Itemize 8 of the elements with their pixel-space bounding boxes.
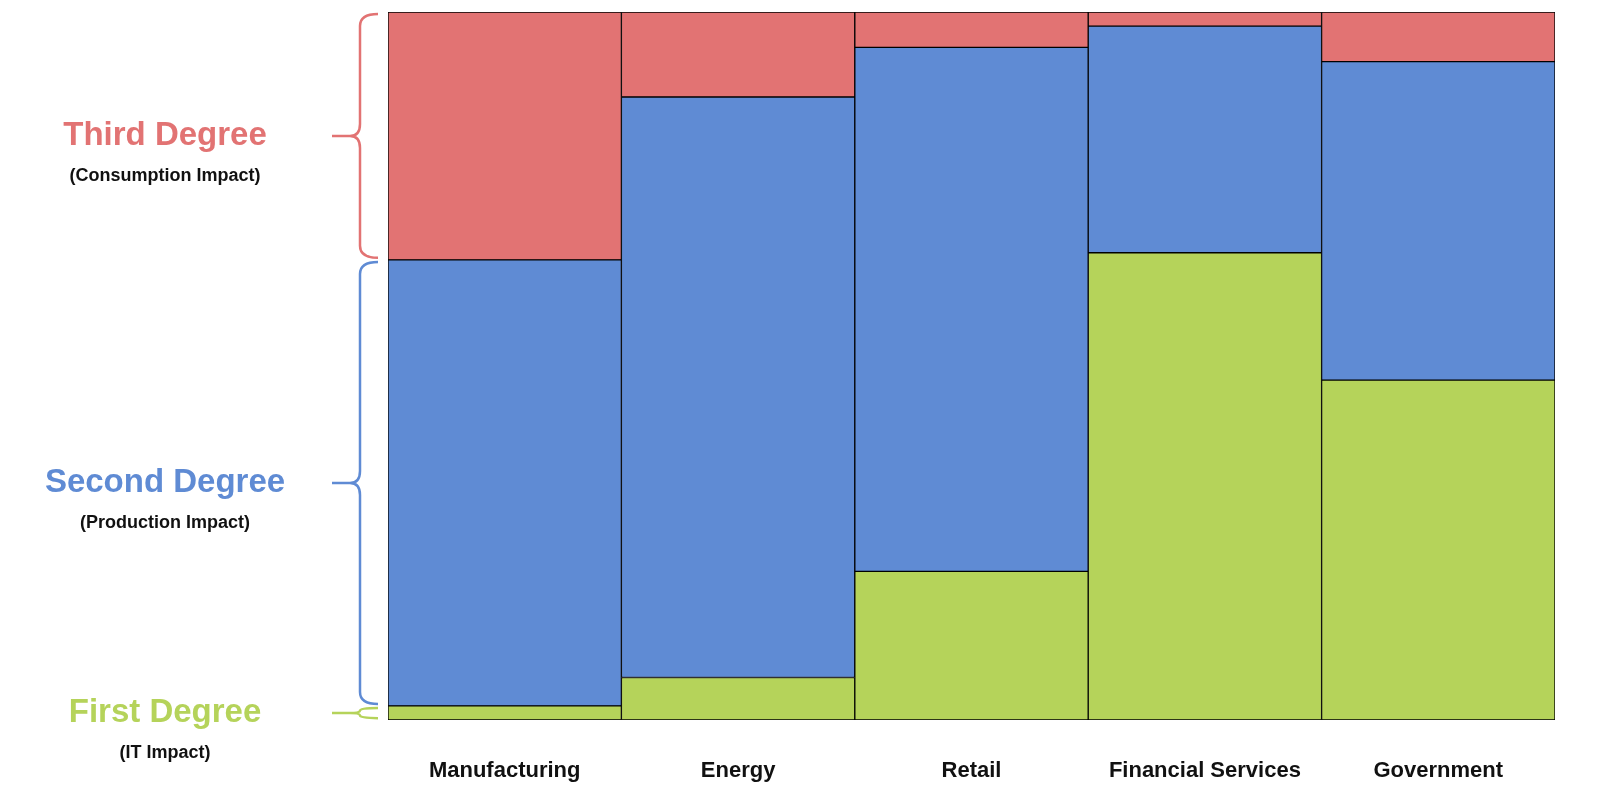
legend-label: Third Degree (Consumption Impact): [63, 114, 267, 185]
legend-label: First Degree (IT Impact): [68, 692, 262, 762]
x-tick-label: Retail: [941, 757, 1002, 783]
x-tick-label: Government: [1373, 757, 1504, 783]
x-tick-label: Energy: [700, 757, 777, 783]
x-tick-label: Financial Services: [1108, 757, 1301, 783]
x-tick-label: Manufacturing: [428, 757, 581, 783]
legend-label: Second Degree (Production Impact): [44, 461, 286, 532]
